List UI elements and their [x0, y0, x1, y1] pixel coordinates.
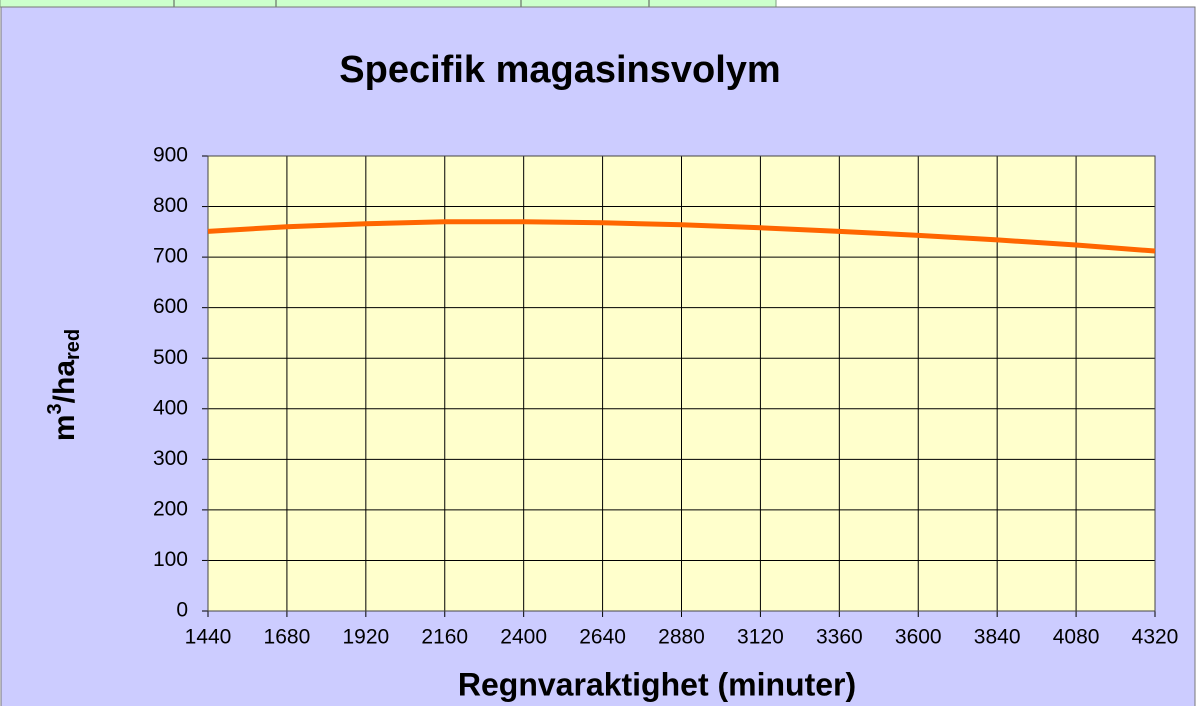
y-label-sub: red — [62, 329, 84, 360]
y-tick-label: 100 — [153, 548, 188, 571]
x-tick-label: 2400 — [500, 626, 547, 649]
x-tick-label: 1680 — [264, 626, 311, 649]
x-tick-label: 1440 — [185, 626, 232, 649]
y-tick-label: 400 — [153, 396, 188, 419]
y-label-base: m — [48, 414, 81, 441]
x-tick-label: 1920 — [342, 626, 389, 649]
y-label-sup: 3 — [44, 403, 66, 414]
y-tick-label: 200 — [153, 497, 188, 520]
x-tick-label: 3120 — [737, 626, 784, 649]
y-tick-label: 900 — [153, 144, 188, 167]
x-tick-label: 4080 — [1053, 626, 1100, 649]
spreadsheet-cells — [0, 0, 777, 8]
x-tick-label: 2880 — [658, 626, 705, 649]
x-tick-label: 3840 — [974, 626, 1021, 649]
y-tick-label: 300 — [153, 447, 188, 470]
x-tick-label: 2640 — [579, 626, 626, 649]
y-axis-label: m3/hared — [44, 329, 84, 441]
data-line — [207, 219, 1156, 254]
chart-title: Specifik magasinsvolym — [339, 49, 780, 91]
y-tick-label: 800 — [153, 194, 188, 217]
x-tick-label: 3600 — [895, 626, 942, 649]
x-tick-label: 3360 — [816, 626, 863, 649]
x-tick-label: 2160 — [421, 626, 468, 649]
y-tick-label: 600 — [153, 295, 188, 318]
cell-row — [0, 0, 777, 8]
plot-border — [207, 155, 1156, 612]
y-label-mid: /ha — [48, 360, 81, 404]
x-axis-label: Regnvaraktighet (minuter) — [458, 666, 856, 702]
y-tick-label: 700 — [153, 245, 188, 268]
y-tick-label: 500 — [153, 346, 188, 369]
y-tick-label: 0 — [176, 599, 188, 622]
x-tick-label: 4320 — [1132, 626, 1179, 649]
